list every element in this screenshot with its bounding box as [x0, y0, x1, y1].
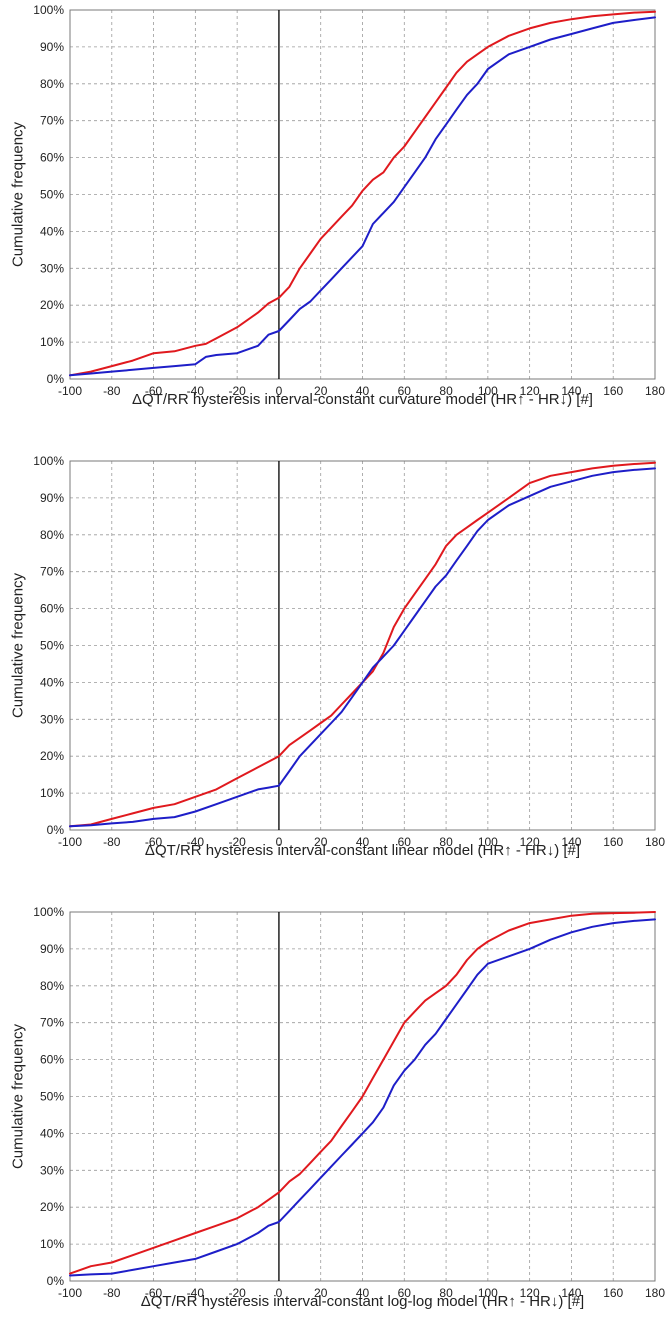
x-tick-label: 180 — [645, 1286, 665, 1300]
y-axis-label: Cumulative frequency — [9, 1023, 26, 1169]
plot-area — [69, 460, 656, 831]
y-tick-label: 70% — [40, 1016, 64, 1030]
x-axis-label: ΔQT/RR hysteresis interval-constant line… — [145, 842, 580, 859]
y-tick-label: 50% — [40, 639, 64, 653]
y-tick-label: 80% — [40, 528, 64, 542]
x-tick-label: 40 — [356, 1286, 370, 1300]
y-tick-label: 50% — [40, 1090, 64, 1104]
y-tick-label: 30% — [40, 712, 64, 726]
x-tick-label: 140 — [561, 384, 581, 398]
y-tick-label: 20% — [40, 749, 64, 763]
x-tick-label: -100 — [58, 1286, 82, 1300]
chart-panel-3: -100 -80 -60 -40 -20 0 20 40 60 80 100 120 140 160 180… — [9, 905, 665, 1310]
x-tick-label: 80 — [439, 384, 453, 398]
chart-panel-2: -100 -80 -60 -40 -20 0 20 40 60 80 100 120 140 160 180… — [9, 454, 665, 859]
y-tick-label: 20% — [40, 1200, 64, 1214]
y-tick-label: 100% — [33, 905, 64, 919]
x-tick-label: -100 — [58, 384, 82, 398]
series-line-1 — [69, 461, 656, 828]
plot-area — [69, 911, 656, 1282]
y-tick-label: 50% — [40, 188, 64, 202]
x-tick-label: 100 — [478, 835, 498, 849]
x-tick-label: -80 — [103, 1286, 121, 1300]
y-tick-label: 20% — [40, 298, 64, 312]
x-tick-label: -20 — [228, 384, 246, 398]
x-tick-label: 140 — [561, 835, 581, 849]
y-tick-label: 60% — [40, 602, 64, 616]
y-tick-label: 90% — [40, 942, 64, 956]
y-tick-label: 70% — [40, 114, 64, 128]
y-axis-label: Cumulative frequency — [9, 572, 26, 718]
x-tick-label: 80 — [439, 1286, 453, 1300]
x-tick-label: 80 — [439, 835, 453, 849]
y-tick-label: 80% — [40, 77, 64, 91]
y-tick-label: 40% — [40, 675, 64, 689]
x-tick-label: -60 — [145, 384, 163, 398]
y-tick-label: 40% — [40, 1126, 64, 1140]
y-tick-label: 60% — [40, 1053, 64, 1067]
x-tick-label: 180 — [645, 835, 665, 849]
x-tick-label: 140 — [561, 1286, 581, 1300]
x-axis-label: ΔQT/RR hysteresis interval-constant curv… — [132, 391, 593, 408]
y-tick-label: 10% — [40, 786, 64, 800]
y-tick-label: 100% — [33, 454, 64, 468]
x-tick-label: 20 — [314, 384, 328, 398]
x-tick-label: 60 — [398, 1286, 412, 1300]
x-tick-label: 160 — [603, 1286, 623, 1300]
y-tick-label: 60% — [40, 151, 64, 165]
y-tick-label: 90% — [40, 40, 64, 54]
x-tick-label: 0 — [276, 1286, 283, 1300]
y-tick-label: 10% — [40, 1237, 64, 1251]
y-tick-label: 30% — [40, 261, 64, 275]
x-tick-label: 120 — [520, 1286, 540, 1300]
x-tick-label: 40 — [356, 384, 370, 398]
x-tick-label: 60 — [398, 835, 412, 849]
x-tick-label: 20 — [314, 1286, 328, 1300]
y-tick-label: 0% — [47, 372, 65, 386]
x-tick-label: -20 — [228, 1286, 246, 1300]
y-tick-label: 10% — [40, 335, 64, 349]
x-tick-label: 0 — [276, 384, 283, 398]
x-tick-label: -80 — [103, 835, 121, 849]
x-tick-label: 120 — [520, 835, 540, 849]
x-tick-label: 120 — [520, 384, 540, 398]
y-tick-label: 30% — [40, 1163, 64, 1177]
x-tick-label: 180 — [645, 384, 665, 398]
x-tick-label: 20 — [314, 835, 328, 849]
y-tick-label: 70% — [40, 565, 64, 579]
y-axis-label: Cumulative frequency — [9, 121, 26, 267]
series-line-1 — [69, 911, 656, 1275]
x-tick-label: -40 — [187, 835, 205, 849]
x-tick-label: -60 — [145, 835, 163, 849]
x-tick-label: -40 — [187, 1286, 205, 1300]
x-tick-label: 100 — [478, 384, 498, 398]
x-tick-label: 60 — [398, 384, 412, 398]
x-tick-label: -20 — [228, 835, 246, 849]
series-line-2 — [69, 467, 656, 828]
x-tick-label: 40 — [356, 835, 370, 849]
x-tick-label: 0 — [276, 835, 283, 849]
series-line-1 — [69, 10, 656, 377]
x-tick-label: 160 — [603, 835, 623, 849]
series-line-2 — [69, 918, 656, 1277]
y-tick-label: 40% — [40, 224, 64, 238]
x-tick-label: -100 — [58, 835, 82, 849]
y-tick-label: 100% — [33, 3, 64, 17]
y-tick-label: 80% — [40, 979, 64, 993]
y-tick-label: 0% — [47, 1274, 65, 1288]
y-tick-label: 90% — [40, 491, 64, 505]
x-tick-label: -80 — [103, 384, 121, 398]
x-tick-label: -40 — [187, 384, 205, 398]
series-line-2 — [69, 16, 656, 377]
x-axis-label: ΔQT/RR hysteresis interval-constant log-… — [141, 1293, 584, 1310]
x-tick-label: 100 — [478, 1286, 498, 1300]
y-tick-label: 0% — [47, 823, 65, 837]
chart-panel-1: -100 -80 -60 -40 -20 0 20 40 60 80 100 120 140 160 180… — [9, 3, 665, 408]
plot-area — [69, 9, 656, 380]
x-tick-label: -60 — [145, 1286, 163, 1300]
x-tick-label: 160 — [603, 384, 623, 398]
